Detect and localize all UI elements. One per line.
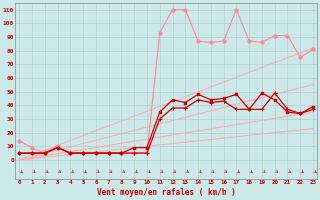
X-axis label: Vent moyen/en rafales ( km/h ): Vent moyen/en rafales ( km/h ) bbox=[97, 188, 236, 197]
